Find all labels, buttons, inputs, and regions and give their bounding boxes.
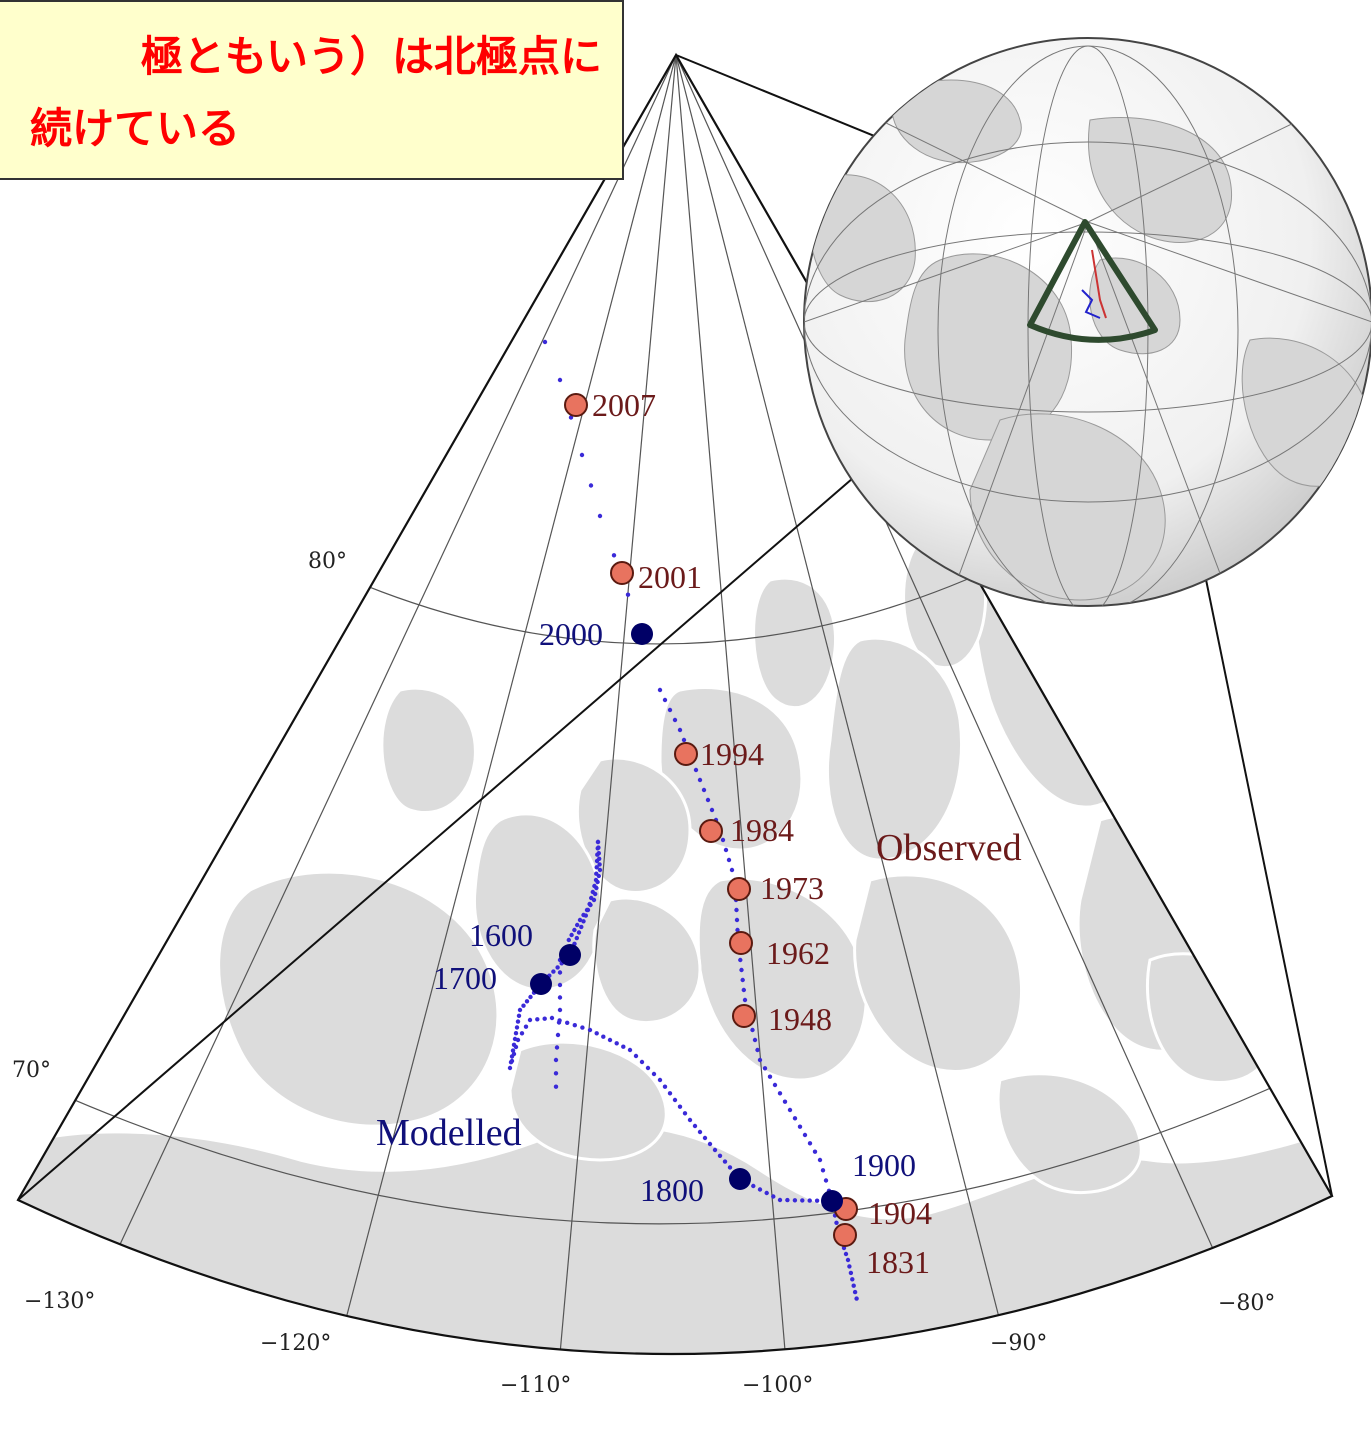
lon-130-label: −130° [24, 1289, 95, 1314]
modelled-pole-marker [729, 1168, 751, 1190]
observed-pole-year: 1973 [760, 870, 824, 906]
inset-sector [1027, 219, 1158, 343]
lat-80-label: 80° [308, 549, 347, 574]
lon-90-label: −90° [990, 1331, 1047, 1356]
observed-markers: 2007 2001 1994 1984 1973 1962 1948 1904 1831 [564, 387, 932, 1280]
modelled-pole-year: 2000 [539, 616, 603, 652]
modelled-pole-marker [530, 973, 552, 995]
observed-pole-year: 1831 [866, 1244, 930, 1280]
modelled-pole-marker [821, 1190, 843, 1212]
graticule [39, 55, 1311, 1355]
lon-110-label: −110° [500, 1373, 571, 1398]
observed-label: Observed [876, 827, 1022, 869]
observed-pole-year: 1904 [868, 1195, 932, 1231]
modelled-markers: 2000 1600 1700 1800 1900 [433, 616, 916, 1212]
observed-pole-year: 1948 [768, 1001, 832, 1037]
inset-globe [803, 37, 1371, 607]
observed-pole-marker [833, 1223, 857, 1247]
observed-pole-marker [610, 561, 634, 585]
observed-pole-marker [564, 393, 588, 417]
modelled-pole-year: 1800 [640, 1172, 704, 1208]
observed-pole-year: 1962 [766, 935, 830, 971]
observed-pole-marker [699, 819, 723, 843]
caption-line-1: 極ともいう）は北極点に [140, 32, 602, 81]
observed-pole-year: 2007 [592, 387, 656, 423]
lon-100-label: −100° [742, 1373, 813, 1398]
lat-70-label: 70° [12, 1058, 51, 1083]
observed-pole-marker [729, 931, 753, 955]
observed-pole-marker [727, 877, 751, 901]
observed-pole-marker [674, 742, 698, 766]
modelled-pole-marker [631, 623, 653, 645]
observed-pole-year: 1984 [730, 812, 794, 848]
modelled-pole-marker [559, 944, 581, 966]
observed-pole-year: 1994 [700, 736, 764, 772]
modelled-label: Modelled [376, 1112, 522, 1154]
lon-80-label: −80° [1218, 1291, 1275, 1316]
caption-line-2: 続けている [29, 104, 240, 153]
modelled-pole-year: 1700 [433, 960, 497, 996]
modelled-pole-year: 1900 [852, 1147, 916, 1183]
lon-120-label: −120° [260, 1331, 331, 1356]
map-fan [16, 52, 1334, 1356]
observed-pole-year: 2001 [638, 559, 702, 595]
observed-pole-marker [732, 1004, 756, 1028]
modelled-pole-year: 1600 [469, 917, 533, 953]
caption-box: 極ともいう）は北極点に 続けている [0, 0, 624, 180]
